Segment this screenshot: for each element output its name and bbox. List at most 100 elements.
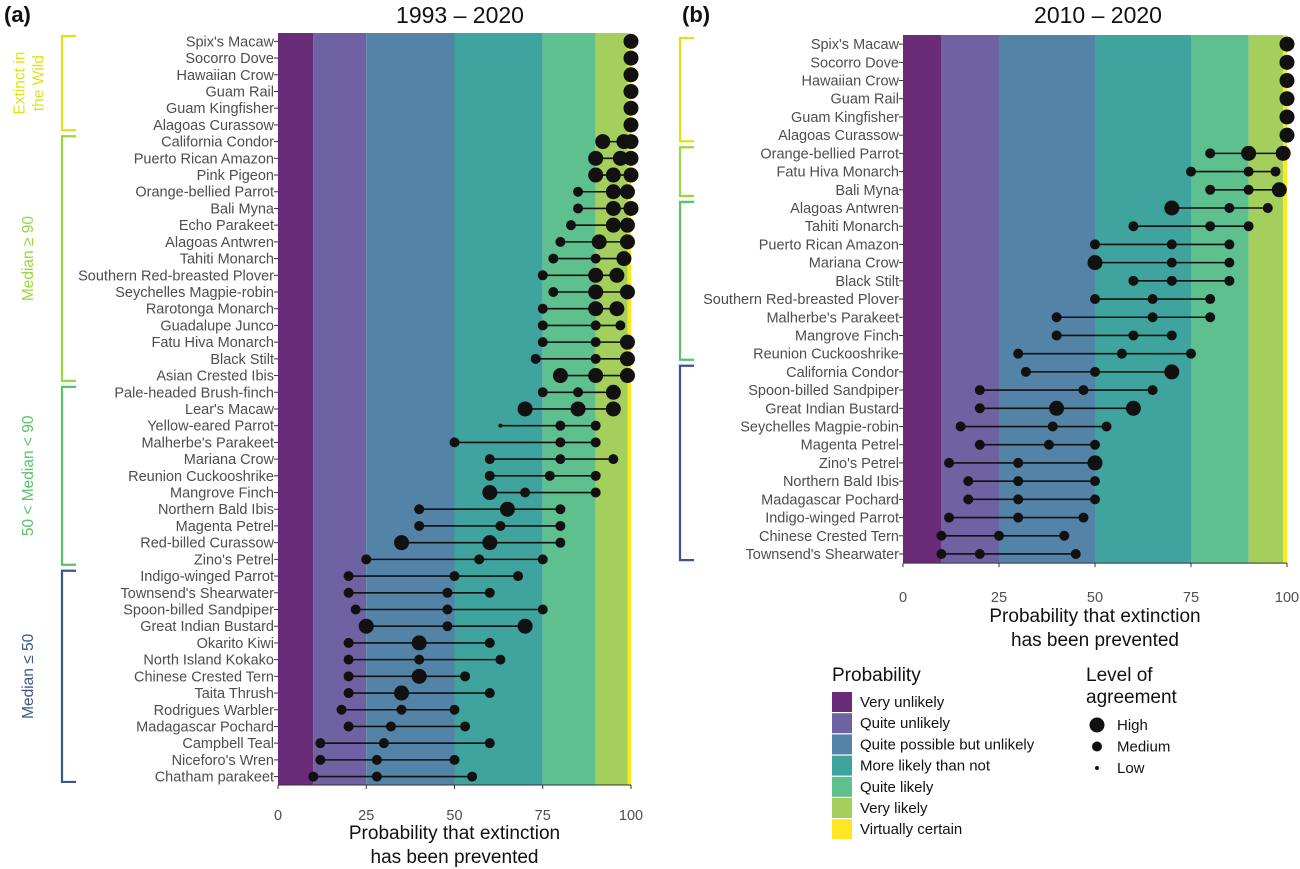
data-point <box>1051 312 1062 323</box>
species-label: Tahiti Monarch <box>805 219 899 235</box>
data-point <box>974 439 985 450</box>
panel-b: 0 25 50 75 100 Spix's Macaw Socorro Dove Hawaii… <box>678 2 1299 651</box>
data-point <box>623 100 639 116</box>
data-point <box>1090 494 1100 505</box>
panel-label: (b) <box>682 2 710 27</box>
x-tick-label: 75 <box>1183 590 1199 606</box>
legend-label: Virtually certain <box>860 821 962 838</box>
data-point <box>588 301 604 317</box>
data-point <box>623 150 639 166</box>
data-point <box>343 654 354 665</box>
legend-label: Very unlikely <box>860 694 945 711</box>
species-label: Malherbe's Parakeet <box>766 310 899 326</box>
data-point <box>1125 400 1141 416</box>
data-point <box>619 217 635 233</box>
data-point <box>414 520 425 531</box>
legend-label: Quite possible but unlikely <box>860 736 1035 753</box>
species-label: Mariana Crow <box>809 256 900 272</box>
legend-label: High <box>1117 717 1148 734</box>
group-bracket-50-median-90 <box>678 200 694 361</box>
data-point <box>555 454 566 465</box>
data-point <box>537 604 548 615</box>
data-point <box>963 494 974 505</box>
data-point <box>394 685 410 701</box>
data-point <box>474 554 485 565</box>
species-label: Echo Parakeet <box>179 218 274 234</box>
data-point <box>537 387 548 398</box>
data-point <box>460 721 471 732</box>
data-point <box>1116 348 1127 359</box>
data-point <box>449 437 460 448</box>
legend-label: Very likely <box>860 800 928 817</box>
species-label: Townsend's Shearwater <box>121 586 275 602</box>
species-label: Seychelles Magpie-robin <box>740 420 899 436</box>
data-point <box>308 771 319 782</box>
data-point <box>590 353 601 364</box>
data-point <box>544 470 555 481</box>
data-point <box>1243 221 1254 232</box>
data-point <box>605 167 621 183</box>
data-point <box>1279 109 1295 125</box>
x-tick-label: 100 <box>1275 590 1299 606</box>
data-point <box>1043 439 1054 450</box>
species-label: Asian Crested Ibis <box>156 369 274 385</box>
species-label: Rarotonga Monarch <box>146 302 274 318</box>
data-point <box>1147 312 1158 323</box>
data-point <box>482 535 498 551</box>
species-label: Spoon-billed Sandpiper <box>123 602 274 618</box>
data-point <box>605 200 621 216</box>
data-point <box>414 654 425 665</box>
data-point <box>570 401 586 417</box>
species-label: Malherbe's Parakeet <box>141 435 274 451</box>
group-label: Median ≤ 50 <box>20 633 37 719</box>
data-point <box>974 548 985 559</box>
data-point <box>460 671 471 682</box>
species-label: Great Indian Bustard <box>140 619 274 635</box>
data-point <box>1205 148 1216 159</box>
data-point <box>358 618 374 634</box>
data-point <box>1243 166 1254 177</box>
data-point <box>1128 275 1139 286</box>
data-point <box>361 554 372 565</box>
data-point <box>343 587 354 598</box>
data-point <box>1166 257 1177 268</box>
data-point <box>1186 348 1196 359</box>
data-point <box>499 501 515 517</box>
data-point <box>513 571 524 582</box>
legend-swatch <box>832 734 852 755</box>
data-point <box>378 738 389 749</box>
data-point <box>555 437 566 448</box>
data-point <box>555 537 566 548</box>
data-point <box>1275 145 1291 161</box>
data-point <box>548 253 559 264</box>
legend-title-probability: Probability <box>832 665 921 686</box>
data-point <box>605 384 621 400</box>
group-bracket-median-90 <box>60 135 76 383</box>
data-point <box>1279 36 1295 52</box>
data-point <box>936 548 947 559</box>
data-point <box>588 150 604 166</box>
legend-dot <box>1089 717 1105 733</box>
data-point <box>530 353 541 364</box>
data-point <box>619 284 635 300</box>
data-point <box>414 504 425 515</box>
data-point <box>1270 166 1281 177</box>
data-point <box>537 320 548 331</box>
data-point <box>1164 200 1180 216</box>
species-label: Indigo-winged Parrot <box>140 569 274 585</box>
data-point <box>396 704 407 715</box>
data-point <box>590 337 601 348</box>
data-point <box>1070 548 1081 559</box>
data-point <box>343 688 354 699</box>
data-point <box>608 454 619 465</box>
species-label: Bali Myna <box>835 183 900 199</box>
data-point <box>623 167 639 183</box>
data-point <box>315 738 326 749</box>
data-point <box>555 504 566 515</box>
data-point <box>442 587 453 598</box>
data-point <box>623 200 639 216</box>
species-label: Spix's Macaw <box>811 37 900 53</box>
group-bracket-median-50 <box>678 364 694 562</box>
band-virtually-certain <box>627 33 631 785</box>
species-label: Puerto Rican Amazon <box>134 151 274 167</box>
